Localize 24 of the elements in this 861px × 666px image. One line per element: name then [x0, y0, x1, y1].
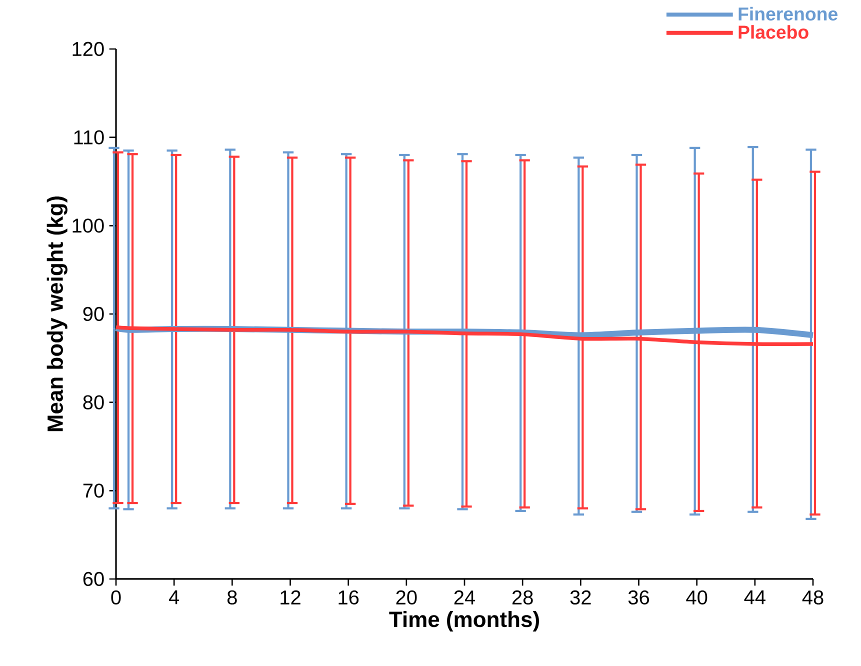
y-tick-label: 100 [72, 218, 104, 233]
x-tick-label: 20 [396, 590, 417, 605]
x-tick-label: 28 [512, 590, 533, 605]
x-tick-label: 0 [111, 590, 121, 605]
y-tick-label: 60 [83, 572, 104, 586]
legend-label: Placebo [738, 25, 808, 39]
x-axis-title: Time (months) [389, 611, 539, 632]
y-tick-label: 70 [83, 484, 104, 498]
x-tick-label: 16 [338, 590, 359, 605]
x-tick-label: 48 [802, 590, 824, 605]
x-tick-label: 24 [454, 590, 476, 604]
x-tick-label: 4 [168, 590, 180, 604]
x-tick-label: 36 [628, 590, 649, 605]
x-tick-label: 40 [686, 590, 708, 605]
y-tick-label: 120 [72, 42, 104, 56]
y-tick-label: 80 [83, 395, 104, 410]
y-axis-title: Mean body weight (kg) [46, 196, 68, 432]
x-tick-label: 44 [744, 590, 766, 604]
x-tick-label: 32 [570, 590, 591, 605]
legend-label: Finerenone [738, 6, 838, 21]
y-tick-label: 90 [83, 306, 104, 322]
y-tick-label: 110 [74, 130, 104, 144]
x-tick-label: 12 [280, 590, 300, 604]
x-tick-label: 8 [227, 590, 237, 605]
